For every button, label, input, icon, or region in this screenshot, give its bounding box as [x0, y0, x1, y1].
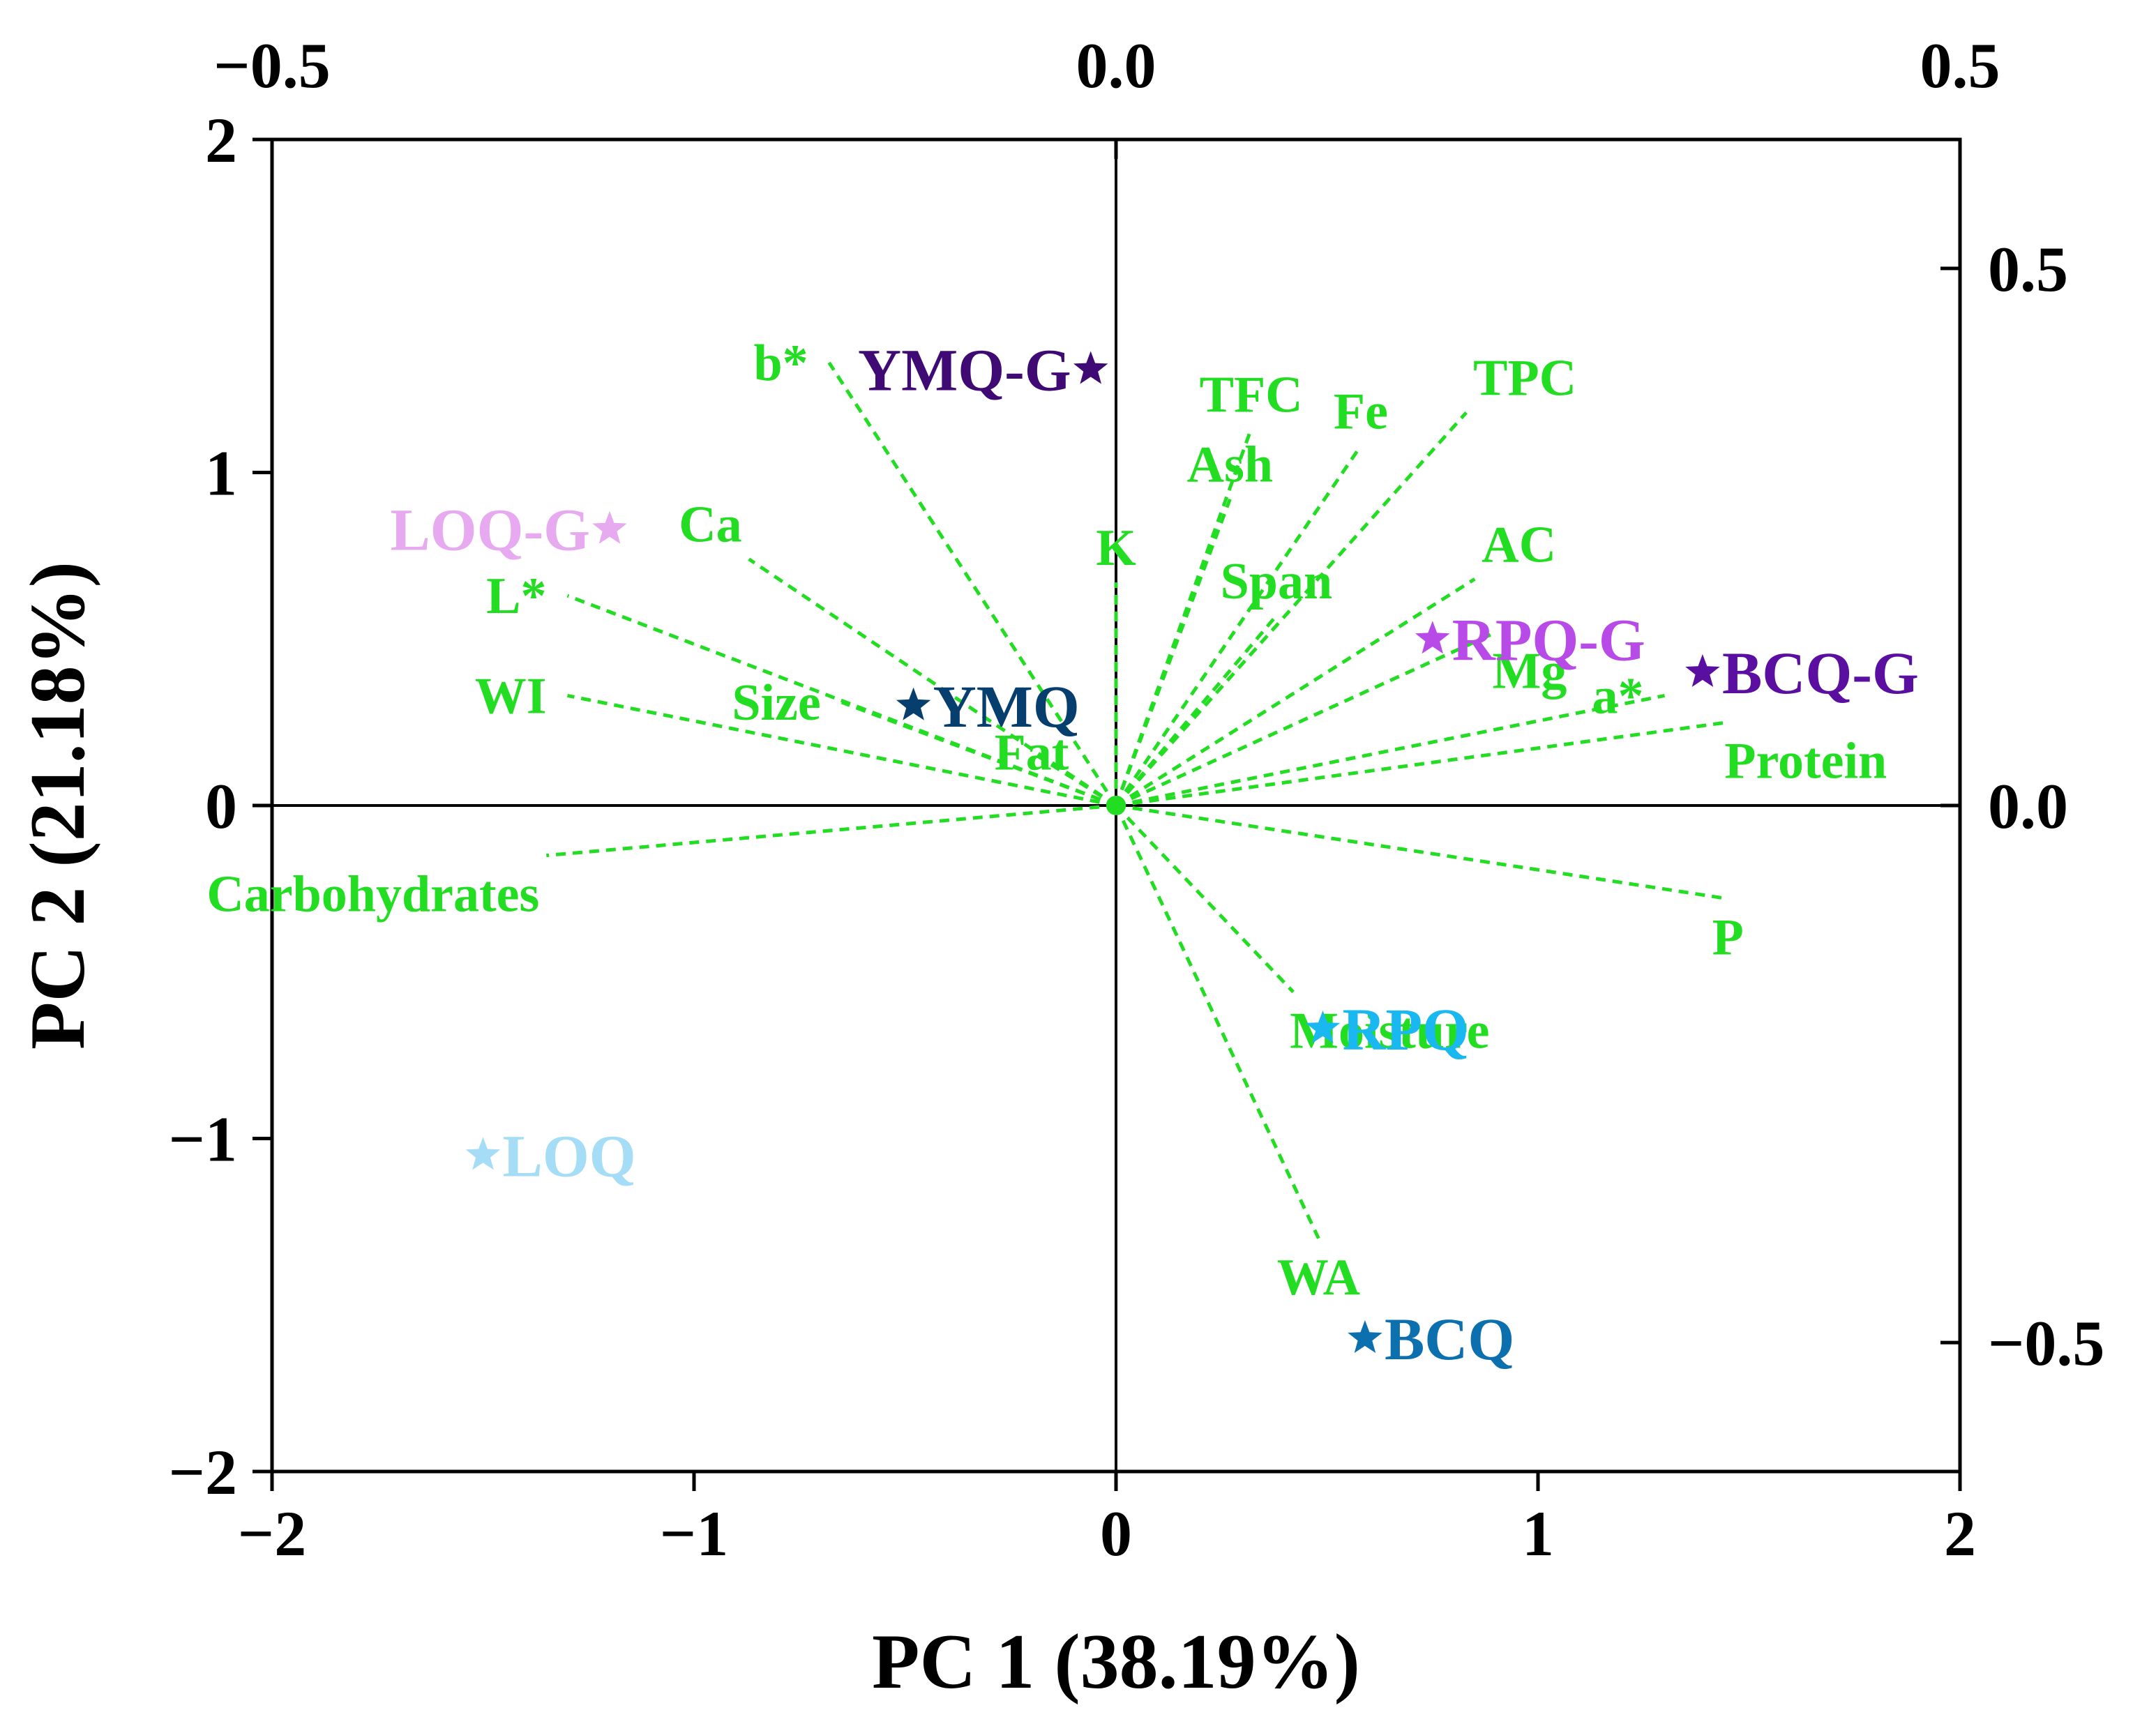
top-tick-label: 0.0 — [1076, 30, 1156, 101]
score-marker — [1685, 654, 1720, 687]
loading-label: Ca — [679, 497, 741, 554]
loading-line — [1115, 693, 1665, 808]
score-label: RPQ — [1342, 996, 1469, 1063]
right-tick-label: 0.5 — [1988, 234, 2068, 305]
loading-label: b* — [753, 335, 808, 392]
loading-label: K — [1096, 520, 1136, 577]
x-tick-label: −1 — [660, 1498, 728, 1569]
loading-label: Fat — [995, 725, 1069, 782]
loading-label: AC — [1482, 516, 1556, 573]
loading-label: Protein — [1724, 733, 1887, 790]
score-label: LOQ-G — [390, 497, 590, 563]
y-tick-label: −2 — [169, 1437, 237, 1508]
y-tick-label: 1 — [205, 438, 237, 509]
score-marker — [1415, 621, 1450, 654]
loading-line — [748, 557, 1117, 808]
score-marker — [465, 1137, 501, 1170]
y-axis-title: PC 2 (21.18%) — [15, 561, 101, 1050]
x-tick-label: 2 — [1944, 1498, 1976, 1569]
top-tick-label: 0.5 — [1920, 30, 2000, 101]
x-axis-title: PC 1 (38.19%) — [872, 1619, 1360, 1705]
loading-label: WI — [475, 667, 547, 725]
sample-scores: YMQ-G LOQ-G YMQ RPQ-G BCQ-G RPQ LOQ BCQ — [390, 336, 1919, 1372]
loading-line — [1114, 428, 1253, 806]
score-label: YMQ — [933, 673, 1080, 740]
top-tick-label: −0.5 — [213, 30, 330, 101]
loading-line — [1115, 804, 1295, 994]
score-marker — [1305, 1010, 1341, 1043]
loading-label: WA — [1277, 1249, 1360, 1306]
score-label: BCQ-G — [1722, 640, 1919, 706]
loading-line — [546, 803, 1117, 858]
score-marker — [1348, 1320, 1382, 1353]
right-tick-label: 0.0 — [1988, 771, 2068, 842]
loading-label: TPC — [1473, 350, 1576, 407]
x-tick-label: 1 — [1522, 1498, 1554, 1569]
loading-label: Fe — [1334, 383, 1388, 440]
y-tick-label: −1 — [169, 1104, 237, 1175]
x-tick-label: 0 — [1100, 1498, 1132, 1569]
score-marker — [592, 510, 627, 544]
y-tick-label: 2 — [205, 105, 237, 176]
loading-line — [1114, 804, 1320, 1239]
loading-line — [1114, 444, 1362, 807]
y-tick-label: 0 — [205, 771, 237, 842]
loading-line — [1115, 411, 1468, 807]
score-marker — [896, 687, 931, 720]
loading-label: Span — [1221, 553, 1332, 610]
x-tick-label: −2 — [238, 1498, 306, 1569]
score-marker — [1073, 351, 1108, 384]
score-label: BCQ — [1385, 1306, 1514, 1372]
score-label: RPQ-G — [1452, 606, 1645, 673]
loading-label: Mg — [1493, 643, 1567, 700]
loading-line — [827, 361, 1118, 807]
loading-line — [1115, 720, 1728, 808]
loading-label: Size — [732, 674, 820, 732]
loading-label: P — [1712, 909, 1744, 967]
loading-line — [567, 693, 1117, 808]
loading-line — [1115, 577, 1476, 808]
loading-label: L* — [486, 568, 546, 625]
loading-line — [1115, 803, 1728, 901]
score-label: YMQ-G — [858, 336, 1071, 403]
loading-label: a* — [1592, 667, 1644, 725]
loading-label: TFC — [1200, 366, 1303, 423]
loading-line — [566, 593, 1117, 808]
loading-line — [1115, 630, 1497, 808]
loading-label: Carbohydrates — [206, 866, 539, 923]
score-label: LOQ — [503, 1122, 636, 1189]
right-tick-label: −0.5 — [1988, 1308, 2104, 1379]
loading-line — [1115, 614, 1278, 807]
